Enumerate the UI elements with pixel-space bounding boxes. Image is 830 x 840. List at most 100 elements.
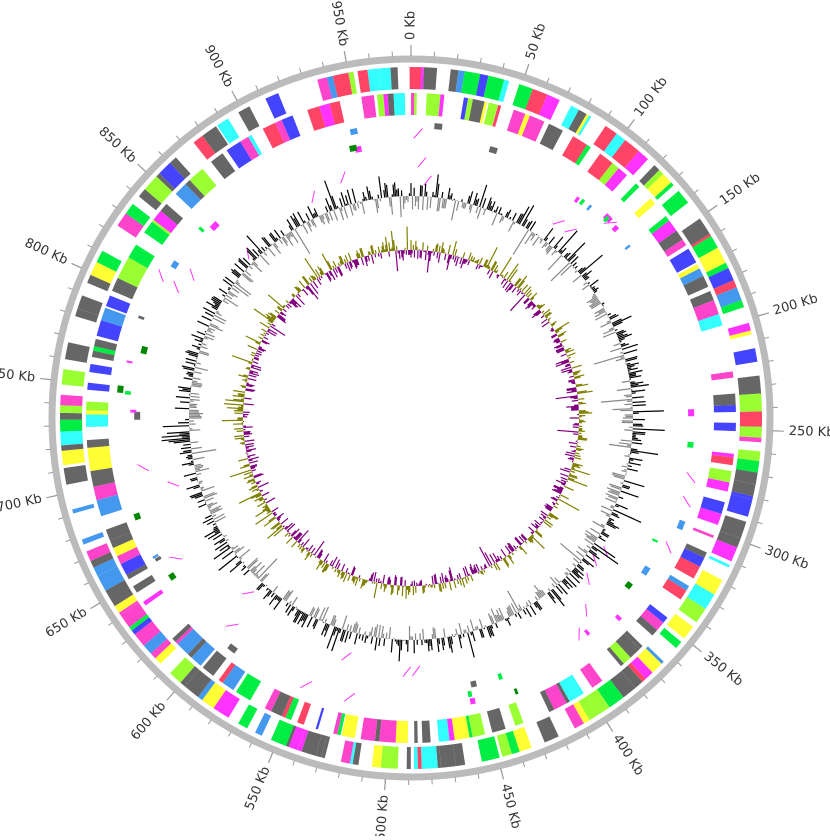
minor-tick bbox=[707, 626, 711, 629]
gc-skew-negative bbox=[243, 250, 579, 586]
minor-tick bbox=[662, 679, 665, 683]
gene bbox=[421, 746, 438, 769]
gene bbox=[693, 528, 714, 538]
rna-mark bbox=[586, 604, 587, 617]
gene bbox=[117, 385, 124, 393]
minor-tick bbox=[127, 186, 131, 189]
gene bbox=[381, 746, 399, 769]
major-tick bbox=[758, 313, 769, 316]
minor-tick bbox=[74, 562, 79, 564]
gene bbox=[467, 691, 472, 698]
gene bbox=[125, 391, 131, 395]
rna-mark bbox=[138, 465, 149, 471]
gene bbox=[426, 93, 441, 116]
gene bbox=[379, 68, 392, 91]
gene bbox=[414, 721, 418, 743]
minor-tick bbox=[154, 676, 158, 680]
gene bbox=[733, 348, 757, 365]
gene bbox=[72, 504, 94, 514]
gene bbox=[739, 426, 761, 437]
gene bbox=[390, 67, 398, 89]
minor-tick bbox=[751, 292, 756, 294]
gene bbox=[688, 409, 694, 416]
tick-label: 750 Kb bbox=[0, 366, 36, 386]
gene bbox=[738, 375, 762, 395]
gene bbox=[140, 346, 148, 355]
gene bbox=[60, 395, 82, 406]
gene bbox=[407, 747, 411, 769]
gene bbox=[62, 369, 86, 386]
gene bbox=[739, 393, 762, 411]
gene bbox=[227, 643, 238, 653]
rna-mark bbox=[403, 667, 411, 677]
feature-tracks bbox=[60, 67, 762, 769]
gene bbox=[168, 572, 177, 581]
gene bbox=[350, 128, 358, 135]
gene bbox=[60, 431, 83, 446]
major-tick bbox=[525, 64, 528, 74]
gene bbox=[470, 698, 476, 705]
gene bbox=[586, 205, 592, 211]
tick-label: 550 Kb bbox=[242, 764, 273, 812]
minor-tick bbox=[721, 228, 725, 231]
gene bbox=[238, 106, 259, 131]
gene bbox=[714, 405, 736, 412]
gene bbox=[133, 512, 141, 520]
minor-tick bbox=[764, 500, 769, 501]
rna-mark bbox=[159, 269, 163, 281]
gene bbox=[361, 95, 376, 118]
rna-mark bbox=[604, 222, 617, 223]
gene bbox=[514, 688, 519, 695]
rna-mark bbox=[418, 158, 426, 168]
minor-tick bbox=[84, 583, 88, 585]
minor-tick bbox=[108, 623, 112, 626]
minor-tick bbox=[764, 337, 769, 338]
gene bbox=[713, 394, 736, 406]
gene bbox=[579, 199, 585, 206]
rna-mark bbox=[666, 541, 671, 553]
minor-tick bbox=[679, 172, 683, 175]
rna-mark bbox=[242, 592, 254, 594]
minor-tick bbox=[256, 85, 258, 90]
gene bbox=[86, 414, 108, 427]
major-tick bbox=[385, 779, 386, 790]
tick-label: 250 Kb bbox=[788, 424, 830, 441]
minor-tick bbox=[769, 360, 774, 361]
minor-tick bbox=[478, 774, 479, 779]
gene bbox=[417, 747, 421, 769]
major-tick bbox=[90, 603, 99, 609]
major-tick bbox=[708, 205, 717, 211]
gene bbox=[379, 720, 396, 743]
gene bbox=[714, 423, 736, 432]
gene bbox=[634, 198, 655, 218]
gene bbox=[612, 225, 620, 233]
minor-tick bbox=[742, 270, 747, 272]
gene bbox=[255, 713, 271, 736]
gene bbox=[662, 191, 688, 216]
gene bbox=[478, 736, 500, 761]
rna-mark bbox=[226, 624, 239, 626]
minor-tick bbox=[208, 720, 211, 724]
minor-tick bbox=[99, 224, 103, 227]
gene bbox=[82, 532, 104, 545]
gene bbox=[372, 745, 383, 768]
minor-tick bbox=[362, 777, 363, 782]
minor-tick bbox=[678, 663, 682, 666]
gene bbox=[87, 383, 110, 392]
major-tick bbox=[40, 379, 51, 380]
minor-tick bbox=[87, 245, 91, 247]
minor-tick bbox=[369, 53, 370, 58]
minor-tick bbox=[54, 333, 59, 334]
gene bbox=[133, 575, 156, 593]
major-tick bbox=[501, 769, 504, 780]
minor-tick bbox=[768, 477, 773, 478]
gene bbox=[361, 717, 378, 741]
minor-tick bbox=[176, 136, 179, 140]
gc-content-negative bbox=[189, 196, 633, 640]
minor-tick bbox=[741, 566, 746, 568]
gene bbox=[740, 411, 762, 426]
gene bbox=[62, 449, 85, 466]
minor-tick bbox=[455, 777, 456, 782]
